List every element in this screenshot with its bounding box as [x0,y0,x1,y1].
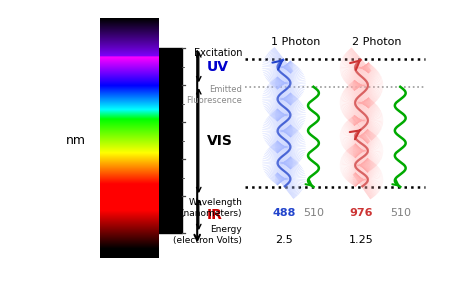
Text: 510: 510 [303,208,324,218]
Text: VIS: VIS [207,134,232,148]
Text: 400: 400 [111,81,128,90]
Text: 450: 450 [118,101,131,107]
Text: 750: 750 [118,212,131,218]
Text: 1.25: 1.25 [349,235,374,245]
Bar [137,48,182,233]
Text: Emitted
Fluorescence: Emitted Fluorescence [186,85,242,105]
Text: 650: 650 [118,175,131,181]
Text: 300: 300 [105,43,128,53]
Text: Wavelength
(nanometers): Wavelength (nanometers) [181,198,242,218]
Text: 510: 510 [390,208,411,218]
Text: 700: 700 [111,192,128,201]
Text: 350: 350 [118,64,131,70]
Text: 2.5: 2.5 [275,235,293,245]
Text: 1 Photon: 1 Photon [271,37,320,47]
Text: IR: IR [207,208,222,222]
Text: 488: 488 [272,208,296,218]
Text: Excitation: Excitation [194,48,242,58]
Text: 600: 600 [111,155,128,164]
Text: 800: 800 [105,228,128,238]
Text: UV: UV [207,60,228,74]
Text: nm: nm [66,134,86,147]
Text: 976: 976 [350,208,373,218]
Text: 500: 500 [111,118,128,127]
Text: Energy
(electron Volts): Energy (electron Volts) [173,225,242,245]
Text: 550: 550 [118,138,131,144]
Text: 2 Photon: 2 Photon [352,37,402,47]
